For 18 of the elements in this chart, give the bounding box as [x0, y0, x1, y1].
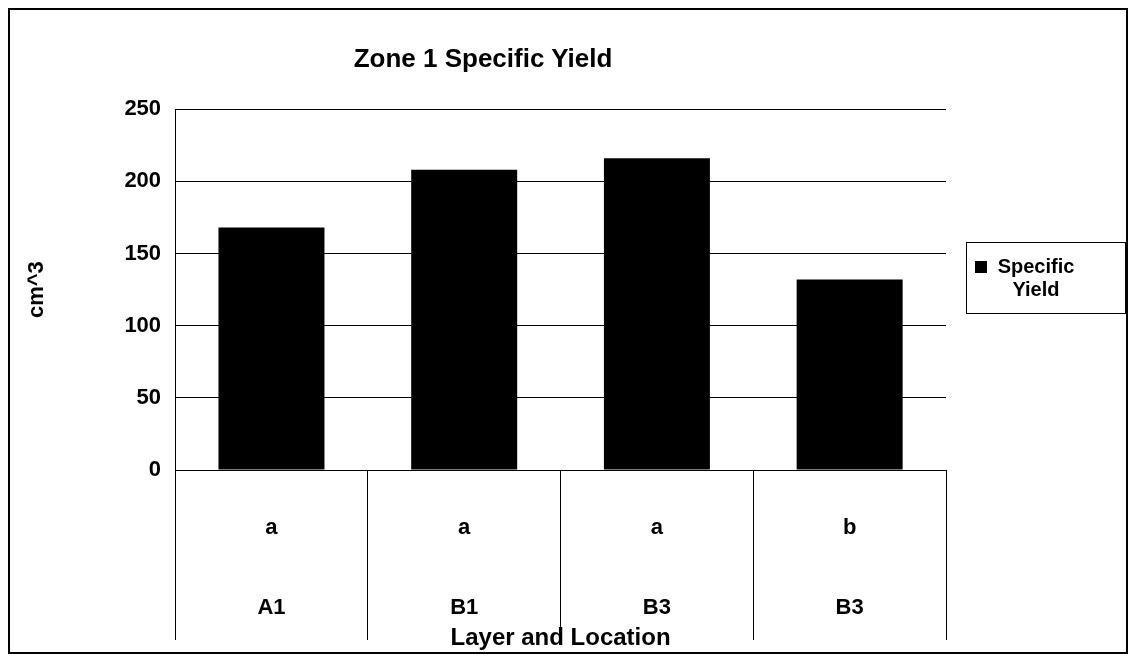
- text: a: [650, 514, 664, 540]
- x-tick-label: B3: [642, 594, 671, 620]
- y-tick-label: 0: [148, 456, 162, 482]
- text: b: [842, 514, 857, 540]
- legend-label: Specific Yield: [996, 255, 1076, 301]
- x-tick-label: B3: [835, 594, 864, 620]
- y-tick-label: 150: [124, 239, 162, 265]
- y-tick-label: 100: [124, 311, 162, 337]
- text: a: [265, 514, 279, 540]
- y-tick-label: 200: [124, 167, 162, 193]
- x-tick-label: B1: [450, 594, 479, 620]
- x-tick-label: A1: [257, 594, 286, 620]
- y-tick-label: 250: [124, 95, 162, 121]
- text: a: [458, 514, 472, 540]
- y-tick-label: 50: [136, 383, 162, 409]
- chart-title: Zone 1 Specific Yield: [353, 42, 613, 73]
- y-axis-title: cm^3: [23, 261, 49, 319]
- x-axis-title: Layer and Location: [450, 622, 671, 650]
